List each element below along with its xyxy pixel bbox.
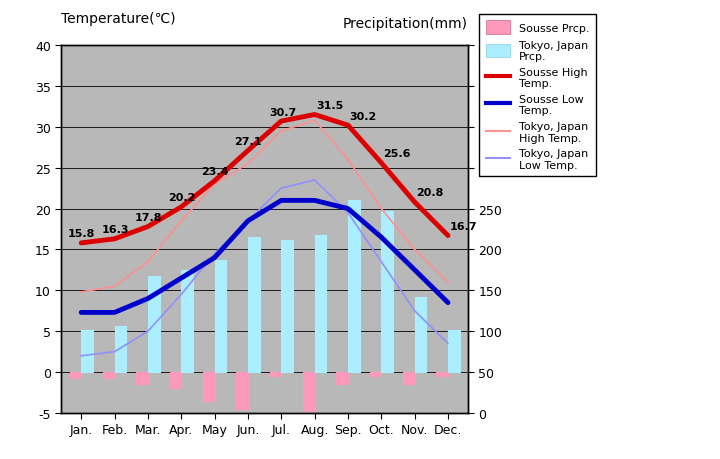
Bar: [248, 238, 260, 372]
Bar: [181, 270, 193, 372]
Bar: [415, 297, 426, 372]
Text: 20.2: 20.2: [168, 193, 195, 203]
Bar: [403, 372, 415, 385]
Text: 20.8: 20.8: [416, 188, 444, 198]
Bar: [170, 372, 181, 389]
Text: 31.5: 31.5: [316, 101, 343, 111]
Text: Precipitation(mm): Precipitation(mm): [343, 17, 468, 31]
Bar: [315, 235, 326, 372]
Bar: [348, 201, 359, 372]
Bar: [436, 372, 448, 376]
Bar: [114, 327, 126, 372]
Bar: [103, 372, 114, 378]
Text: 15.8: 15.8: [68, 229, 95, 239]
Text: 17.8: 17.8: [135, 213, 162, 223]
Bar: [382, 212, 393, 372]
Bar: [336, 372, 348, 385]
Bar: [269, 372, 282, 376]
Text: 25.6: 25.6: [383, 149, 410, 159]
Bar: [70, 372, 81, 378]
Text: 23.4: 23.4: [202, 167, 229, 177]
Text: 27.1: 27.1: [235, 137, 262, 146]
Bar: [236, 372, 248, 409]
Bar: [148, 277, 160, 372]
Bar: [303, 372, 315, 411]
Text: 30.2: 30.2: [350, 112, 377, 121]
Bar: [448, 330, 459, 372]
Text: Temperature(℃): Temperature(℃): [61, 11, 176, 26]
Bar: [282, 240, 293, 372]
Legend: Sousse Prcp., Tokyo, Japan
Prcp., Sousse High
Temp., Sousse Low
Temp., Tokyo, Ja: Sousse Prcp., Tokyo, Japan Prcp., Sousse…: [480, 15, 596, 177]
Text: 30.7: 30.7: [269, 107, 297, 117]
Bar: [369, 372, 382, 376]
Bar: [215, 261, 226, 372]
Text: 16.7: 16.7: [450, 222, 477, 231]
Bar: [81, 330, 93, 372]
Text: 16.3: 16.3: [102, 225, 129, 235]
Bar: [136, 372, 148, 385]
Bar: [203, 372, 215, 401]
